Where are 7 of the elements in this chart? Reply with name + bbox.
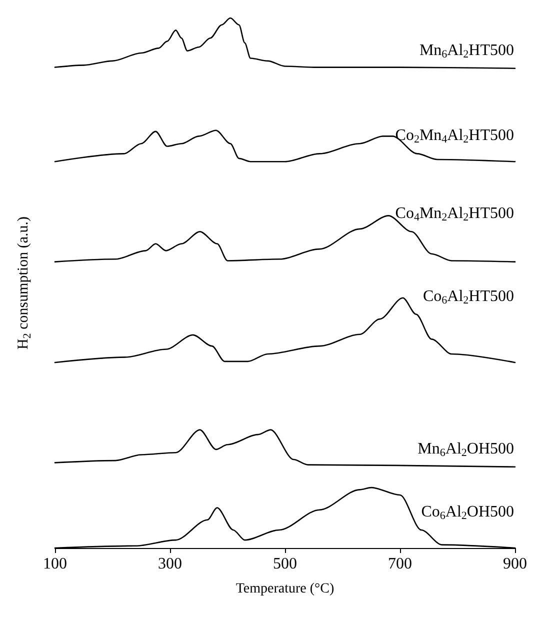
x-axis-title: Temperature (°C) xyxy=(236,582,334,596)
x-tick-label: 100 xyxy=(43,556,67,572)
x-tick-label: 500 xyxy=(273,556,297,572)
y-axis-title: H2 consumption (a.u.) xyxy=(16,216,34,350)
x-tick-label: 900 xyxy=(503,556,527,572)
x-tick-label: 300 xyxy=(158,556,182,572)
x-tick-label: 700 xyxy=(388,556,412,572)
